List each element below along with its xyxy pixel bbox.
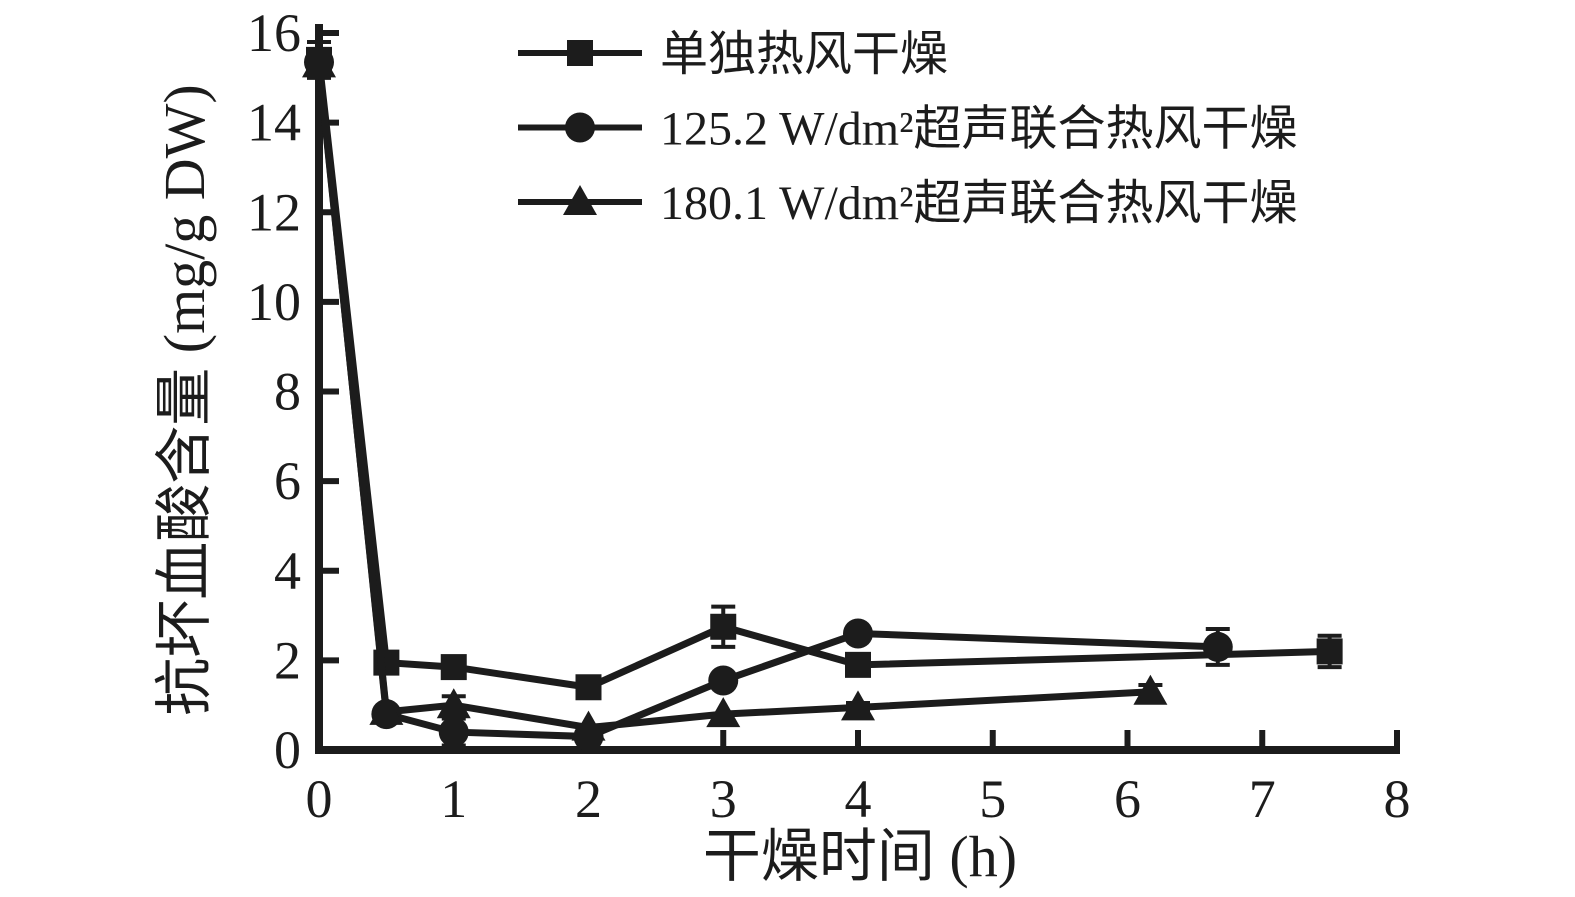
data-point-marker	[843, 618, 873, 649]
y-tick-label: 4	[274, 541, 301, 601]
data-point-marker	[438, 717, 469, 748]
data-point-marker	[440, 654, 467, 681]
data-point-marker	[1316, 638, 1343, 665]
data-point-marker	[710, 613, 737, 640]
data-point-marker	[369, 694, 404, 725]
data-point-marker	[302, 47, 336, 78]
data-point-marker	[575, 674, 602, 701]
series-triangle	[302, 47, 1168, 741]
x-tick-label: 7	[1249, 769, 1276, 829]
data-point-marker	[845, 651, 871, 678]
y-tick-label: 6	[274, 451, 301, 511]
y-tick-label: 16	[247, 3, 301, 63]
y-tick-label: 12	[247, 182, 301, 242]
y-tick-label: 0	[274, 720, 301, 780]
data-point-marker	[841, 690, 875, 721]
data-point-marker	[571, 710, 606, 741]
x-tick-label: 0	[306, 769, 333, 829]
x-tick-label: 8	[1384, 769, 1411, 829]
legend-label: 180.1 W/dm²超声联合热风干燥	[660, 177, 1298, 230]
x-tick-label: 6	[1114, 769, 1141, 829]
data-point-marker	[1202, 631, 1233, 662]
data-point-marker	[706, 697, 741, 728]
x-tick-label: 5	[979, 769, 1006, 829]
x-tick-label: 1	[440, 769, 467, 829]
legend-item: 180.1 W/dm²超声联合热风干燥	[518, 177, 1298, 230]
data-point-marker	[436, 688, 471, 719]
data-point-marker	[1133, 674, 1168, 705]
x-tick-label: 4	[845, 769, 872, 829]
x-tick-label: 3	[710, 769, 737, 829]
y-axis-title: 抗坏血酸含量 (mg/g DW)	[152, 84, 217, 716]
y-tick-label: 10	[247, 272, 301, 332]
data-point-marker	[708, 665, 739, 696]
legend-item: 单独热风干燥	[518, 28, 948, 81]
legend: 单独热风干燥 125.2 W/dm²超声联合热风干燥 180.1 W/dm²超声联合…	[518, 28, 1298, 230]
legend-triangle-marker	[563, 185, 597, 215]
x-tick-label: 2	[575, 769, 602, 829]
y-tick-label: 8	[274, 362, 301, 422]
legend-square-marker	[567, 40, 593, 66]
y-tick-label: 14	[247, 93, 301, 153]
series-line	[315, 61, 1218, 741]
legend-item: 125.2 W/dm²超声联合热风干燥	[518, 103, 1298, 156]
y-tick-label: 2	[274, 630, 301, 690]
legend-circle-marker	[565, 112, 595, 143]
x-axis-title: 干燥时间 (h)	[703, 824, 1017, 889]
legend-label: 单独热风干燥	[660, 28, 948, 81]
legend-label: 125.2 W/dm²超声联合热风干燥	[660, 103, 1298, 156]
